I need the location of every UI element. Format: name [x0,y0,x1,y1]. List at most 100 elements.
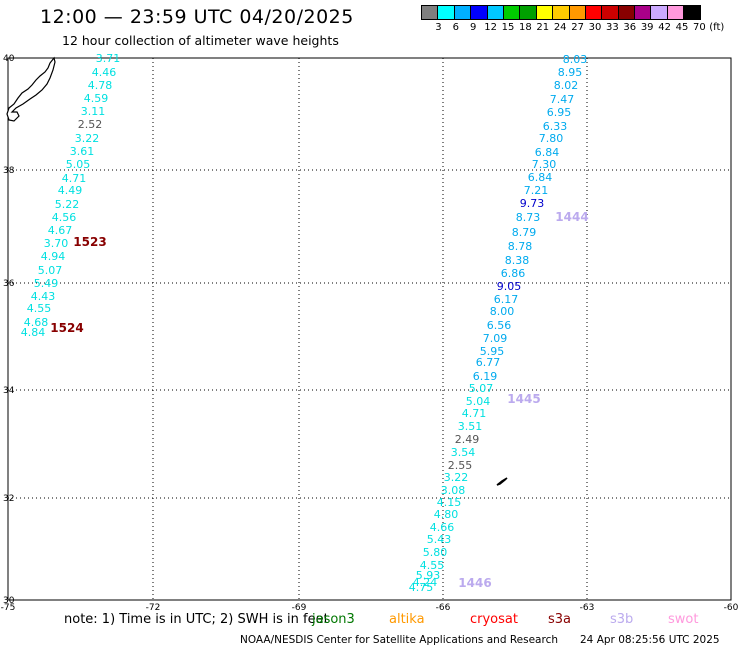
track-a: 3.714.464.784.593.112.523.223.615.054.71… [21,52,121,339]
wave-height-label: 9.73 [520,197,545,210]
color-scale-tick: 24 [553,22,567,33]
wave-height-label: 4.15 [437,496,462,509]
wave-height-label: 7.47 [550,93,575,106]
wave-height-label: 3.11 [81,105,106,118]
wave-height-label: 6.77 [476,356,501,369]
wave-height-label: 4.71 [62,172,87,185]
wave-height-label: 8.02 [554,79,579,92]
wave-height-label: 3.08 [441,484,466,497]
color-scale-tick: (ft) [709,22,725,33]
color-scale-tick: 42 [658,22,671,33]
wave-height-label: 3.22 [444,471,469,484]
wave-height-label: 6.56 [487,319,512,332]
wave-height-label: 3.51 [458,420,483,433]
color-scale-tick: 30 [588,22,602,33]
color-scale-tick: 36 [623,22,637,33]
timestamp: 24 Apr 08:25:56 UTC 2025 [580,634,720,646]
wave-height-label: 8.00 [490,305,515,318]
wave-height-label: 3.71 [96,52,121,65]
color-scale [421,5,701,20]
page-subtitle: 12 hour collection of altimeter wave hei… [62,33,339,48]
satellite-legend-item: cryosat [470,612,518,627]
lon-tick-label: -66 [436,603,451,610]
credit-line: NOAA/NESDIS Center for Satellite Applica… [240,634,558,646]
lat-tick-label: 40 [3,54,15,64]
wave-height-label: 8.95 [558,66,583,79]
wave-height-label: 8.79 [512,226,537,239]
wave-height-label: 5.04 [466,395,491,408]
wave-height-label: 6.84 [528,171,553,184]
pass-number-label: 1445 [507,392,540,406]
satellite-legend-item: altika [389,612,425,627]
wave-height-label: 5.49 [34,277,59,290]
wave-height-label: 4.43 [31,290,56,303]
wave-height-label: 8.78 [508,240,533,253]
color-scale-tick: 45 [675,22,689,33]
lon-tick-label: -72 [146,603,161,610]
track-b: 8.038.958.027.476.956.337.806.847.306.84… [409,53,588,594]
wave-height-label: 8.03 [563,53,588,66]
island-outline [496,477,508,486]
lat-tick-label: 32 [3,494,14,504]
wave-height-label: 3.70 [44,237,69,250]
lat-tick-label: 36 [3,279,15,289]
wave-height-label: 2.55 [448,459,473,472]
lat-tick-label: 38 [3,166,15,176]
color-scale-tick: 6 [452,22,459,33]
lon-tick-label: -63 [580,603,595,610]
wave-height-label: 3.22 [75,132,100,145]
wave-height-label: 4.80 [434,508,459,521]
satellite-legend-item: jason3 [312,612,355,627]
wave-height-label: 7.80 [539,132,564,145]
wave-height-label: 8.73 [516,211,541,224]
color-scale-tick: 15 [501,22,515,33]
color-scale-tick: 18 [519,22,532,33]
footer-note: note: 1) Time is in UTC; 2) SWH is in fe… [64,612,329,627]
wave-height-label: 4.75 [409,581,434,594]
color-scale-tick: 3 [435,22,442,33]
wave-height-label: 8.38 [505,254,530,267]
page-title: 12:00 — 23:59 UTC 04/20/2025 [40,6,354,28]
wave-height-label: 4.46 [92,66,117,79]
wave-height-label: 6.95 [547,106,572,119]
wave-height-label: 4.66 [430,521,455,534]
wave-height-label: 4.71 [462,407,487,420]
pass-number-label: 1446 [458,576,491,590]
wave-height-label: 2.52 [78,118,103,131]
wave-height-label: 4.56 [52,211,77,224]
map-frame [7,57,732,601]
color-scale-ticks: 3 6 9 12 15 18 21 24 27 30 33 36 39 42 45 70 (ft) [422,22,740,36]
wave-height-label: 4.84 [21,326,46,339]
wave-height-label: 7.30 [532,158,557,171]
wave-height-label: 7.09 [483,332,508,345]
wave-height-label: 2.49 [455,433,480,446]
pass-labels: 1523 1524 1444 1445 1446 [50,210,588,590]
wave-height-label: 4.94 [41,250,66,263]
wave-height-label: 6.19 [473,370,498,383]
satellite-legend-item: s3a [548,612,572,627]
wave-height-label: 3.61 [70,145,95,158]
wave-height-label: 4.68 [24,316,49,329]
color-scale-tick: 33 [606,22,619,33]
color-scale-tick: 9 [470,22,477,33]
wave-height-label: 5.93 [416,569,441,582]
wave-height-label: 4.55 [27,302,52,315]
wave-height-label: 4.67 [48,224,73,237]
color-scale-tick: 39 [640,22,654,33]
coastline [6,56,508,486]
wave-height-label: 5.43 [427,533,452,546]
wave-height-label: 4.55 [420,559,445,572]
pass-number-label: 1444 [555,210,588,224]
color-scale-tick: 12 [484,22,497,33]
lon-tick-label: -60 [724,603,739,610]
color-swatch [683,5,701,20]
wave-height-label: 4.59 [84,92,109,105]
wave-height-label: 5.95 [480,345,505,358]
wave-height-label: 6.84 [535,146,560,159]
wave-height-label: 5.05 [66,158,91,171]
wave-height-label: 4.24 [413,576,438,589]
lon-tick-label: -75 [1,603,16,610]
wave-height-label: 5.80 [423,546,448,559]
wave-height-label: 6.86 [501,267,526,280]
